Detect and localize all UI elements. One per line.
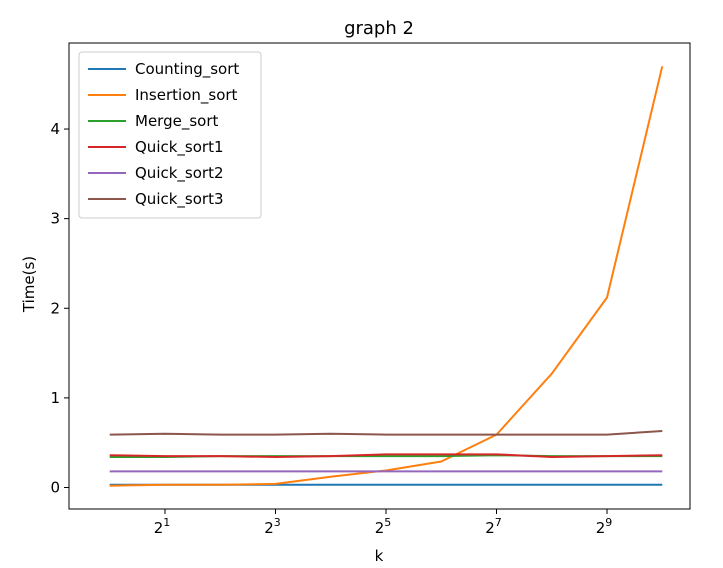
- legend-label: Counting_sort: [135, 60, 239, 79]
- legend-box: [78, 51, 262, 219]
- x-tick-label: 25: [375, 516, 392, 537]
- x-tick-label: 23: [264, 516, 281, 537]
- legend-label: Quick_sort1: [135, 138, 224, 157]
- plot-area: [68, 42, 691, 510]
- legend: Counting_sort Insertion_sort Merge_sort Qui…: [78, 51, 262, 219]
- series-line-quick-sort3: [109, 430, 663, 436]
- y-tick-label: 0: [50, 478, 60, 496]
- y-tick-label: 4: [50, 120, 60, 138]
- x-tick-label: 27: [485, 516, 502, 537]
- chart-title: graph 2: [344, 18, 414, 39]
- x-tick-label: 29: [596, 516, 613, 537]
- y-tick-label: 3: [50, 210, 60, 228]
- y-tick-label: 2: [50, 299, 60, 317]
- y-axis-label: Time(s): [20, 256, 38, 313]
- legend-label: Quick_sort3: [135, 190, 224, 209]
- x-axis-label: k: [375, 547, 384, 565]
- x-tick-label: 21: [154, 516, 171, 537]
- y-axis: 0 1 2 3 4: [50, 120, 69, 496]
- plot-frame: [68, 42, 691, 510]
- series-lines: [109, 66, 664, 487]
- y-tick-label: 1: [50, 389, 60, 407]
- legend-label: Merge_sort: [135, 112, 218, 131]
- x-axis: 21 23 25 27 29: [154, 509, 613, 537]
- legend-label: Quick_sort2: [135, 164, 224, 183]
- series-line-quick-sort1: [109, 453, 663, 459]
- legend-label: Insertion_sort: [135, 86, 238, 105]
